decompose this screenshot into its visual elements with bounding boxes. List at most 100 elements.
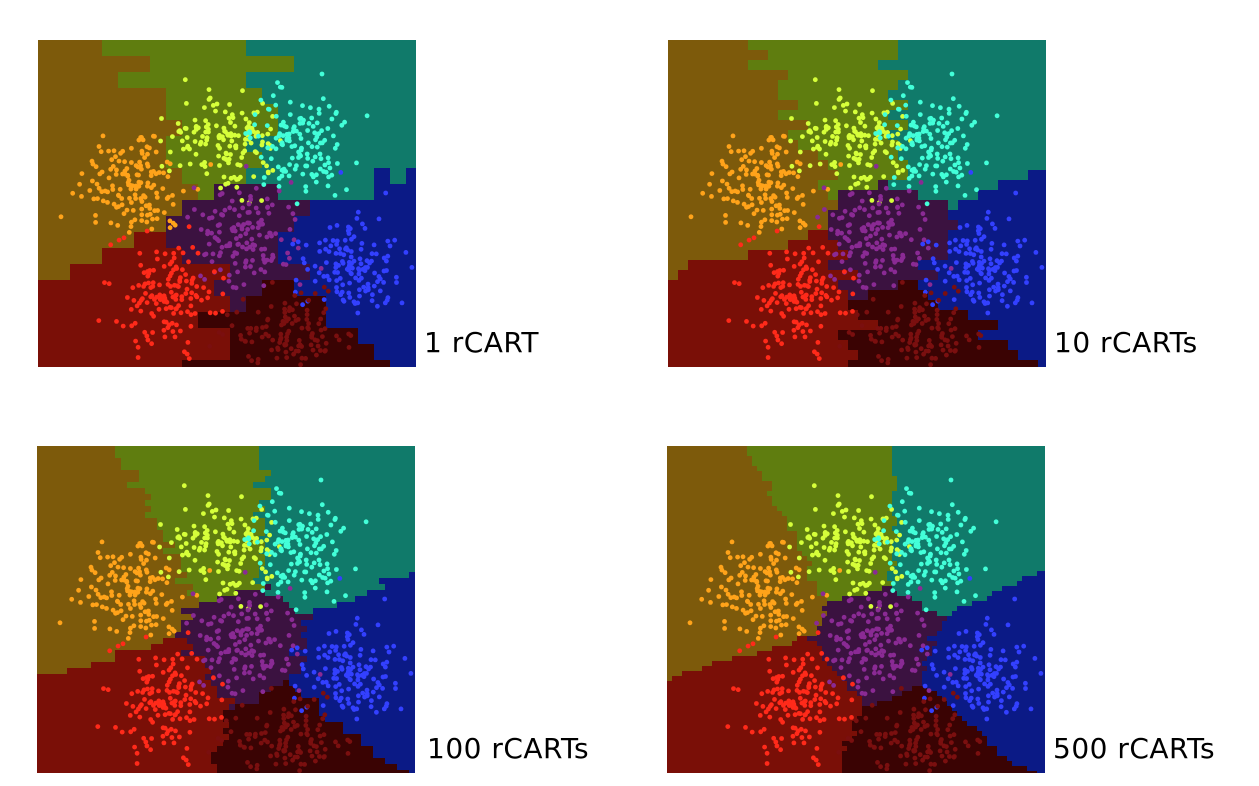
data-point-yellow-green <box>830 134 835 139</box>
region-cell-orange <box>778 140 789 151</box>
region-cell-yellow-green <box>878 160 889 171</box>
region-cell-cyan <box>1008 40 1019 51</box>
region-cell-yellow-green <box>193 506 200 513</box>
region-cell-yellow-green <box>229 554 236 561</box>
region-cell-red <box>738 330 749 341</box>
region-cell-yellow-green <box>199 506 206 513</box>
data-point-red <box>194 284 200 289</box>
data-point-blue <box>334 278 340 283</box>
region-cell-orange <box>758 140 769 151</box>
region-cell-orange <box>150 120 167 137</box>
data-point-blue <box>394 274 399 280</box>
region-cell-yellow-green <box>187 536 194 543</box>
data-point-yellow-green <box>859 112 865 118</box>
region-cell-yellow-green <box>211 476 218 483</box>
region-cell-yellow-green <box>181 464 188 471</box>
data-point-orange <box>97 171 103 177</box>
data-point-cyan <box>322 162 328 168</box>
region-cell-orange <box>61 512 68 519</box>
region-cell-cyan <box>337 548 344 555</box>
data-point-dark-red <box>274 355 280 361</box>
data-point-purple <box>264 234 270 240</box>
region-cell-blue <box>326 312 343 329</box>
region-cell-cyan <box>326 120 343 137</box>
data-point-cyan <box>329 116 335 122</box>
region-cell-orange <box>818 200 829 211</box>
region-cell-cyan <box>379 476 386 483</box>
region-cell-yellow-green <box>259 554 266 561</box>
region-cell-orange <box>728 210 739 221</box>
region-cell-blue <box>358 200 375 217</box>
data-point-orange <box>795 194 801 200</box>
data-point-red <box>165 325 171 331</box>
region-cell-red <box>768 300 779 311</box>
region-cell-cyan <box>958 150 969 161</box>
data-point-cyan <box>297 116 303 122</box>
region-cell-yellow-green <box>798 100 809 111</box>
region-cell-orange <box>788 150 799 161</box>
data-point-purple <box>200 212 206 218</box>
region-cell-blue <box>948 260 959 271</box>
data-point-purple <box>873 163 879 169</box>
region-cell-yellow-green <box>163 446 170 453</box>
data-point-red <box>165 276 171 282</box>
region-cell-orange <box>109 500 116 507</box>
region-cell-yellow-green <box>157 524 164 531</box>
data-point-red <box>178 310 184 316</box>
region-cell-cyan <box>313 476 320 483</box>
region-cell-yellow-green <box>230 40 247 57</box>
region-cell-cyan <box>325 488 332 495</box>
data-point-red <box>775 337 781 343</box>
region-cell-cyan <box>301 560 308 567</box>
region-cell-orange <box>127 512 134 519</box>
region-cell-red <box>748 260 759 271</box>
region-cell-cyan <box>1038 140 1046 151</box>
region-cell-yellow-green <box>157 488 164 495</box>
data-point-cyan <box>917 162 922 167</box>
region-cell-orange <box>49 446 56 453</box>
data-point-red <box>818 323 824 329</box>
region-cell-dark-red <box>948 320 959 331</box>
region-cell-cyan <box>958 110 969 121</box>
data-point-cyan <box>273 146 279 152</box>
region-cell-cyan <box>349 482 356 489</box>
data-point-yellow-green <box>254 150 259 156</box>
region-cell-orange <box>85 524 92 531</box>
region-cell-orange <box>150 104 167 121</box>
region-cell-cyan <box>374 136 391 153</box>
region-cell-yellow-green <box>241 482 248 489</box>
data-point-yellow-green <box>221 174 227 180</box>
region-cell-cyan <box>337 482 344 489</box>
data-point-blue <box>1001 283 1007 289</box>
region-cell-orange <box>728 200 739 211</box>
region-cell-red <box>688 330 699 341</box>
region-cell-cyan <box>349 488 356 495</box>
region-cell-yellow-green <box>259 518 266 525</box>
data-point-layer <box>688 71 1045 367</box>
data-point-dark-red <box>938 342 944 348</box>
data-point-blue <box>324 260 329 265</box>
data-point-blue <box>352 301 358 306</box>
region-cell-cyan <box>313 446 320 453</box>
region-cell-dark-red <box>230 344 247 361</box>
data-point-red <box>772 329 778 335</box>
region-cell-orange <box>91 482 98 489</box>
region-cell-yellow-green <box>187 452 194 459</box>
data-point-red <box>169 320 175 326</box>
data-point-dark-red <box>934 317 940 322</box>
data-point-cyan <box>258 154 264 160</box>
region-cell-orange <box>37 566 44 573</box>
region-cell-orange <box>718 190 729 201</box>
region-cell-cyan <box>307 500 314 507</box>
region-cell-yellow-green <box>808 120 819 131</box>
region-cell-dark-red <box>246 360 263 367</box>
region-cell-cyan <box>271 560 278 567</box>
region-cell-cyan <box>379 512 386 519</box>
region-cell-cyan <box>385 524 392 531</box>
region-cell-orange <box>79 554 86 561</box>
region-cell-yellow-green <box>175 548 182 555</box>
region-cell-cyan <box>325 476 332 483</box>
region-cell-cyan <box>938 180 949 191</box>
data-point-orange <box>108 220 114 226</box>
region-cell-orange <box>43 452 50 459</box>
